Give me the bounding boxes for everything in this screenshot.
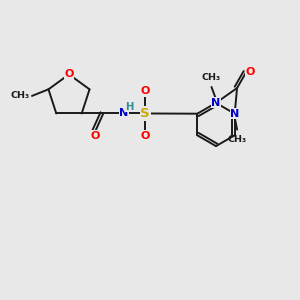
Text: O: O (141, 131, 150, 141)
Text: CH₃: CH₃ (202, 73, 221, 82)
Text: N: N (119, 109, 128, 118)
Text: N: N (230, 109, 239, 119)
Text: O: O (90, 131, 100, 141)
Text: O: O (141, 86, 150, 96)
Text: CH₃: CH₃ (11, 92, 30, 100)
Text: N: N (212, 98, 220, 108)
Text: O: O (64, 69, 74, 80)
Text: O: O (246, 68, 255, 77)
Text: CH₃: CH₃ (227, 135, 247, 144)
Text: H: H (125, 102, 133, 112)
Text: S: S (140, 107, 150, 120)
